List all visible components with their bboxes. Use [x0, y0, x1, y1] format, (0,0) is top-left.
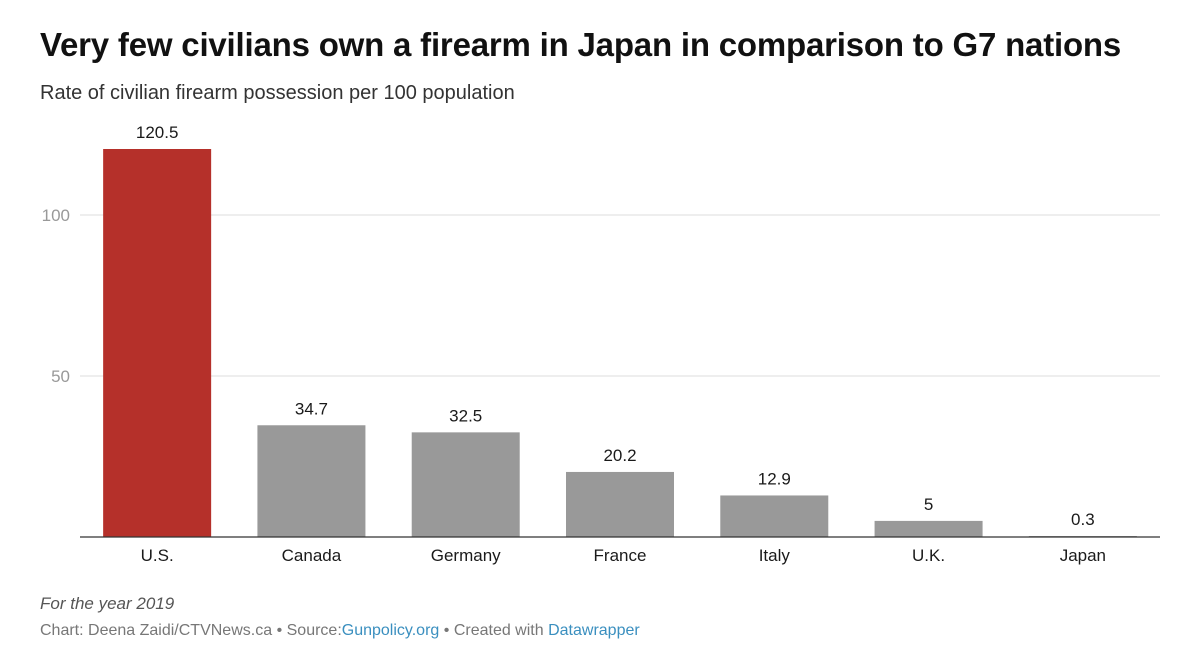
bar: [566, 471, 674, 537]
bar: [103, 149, 212, 537]
bar-chart: 50 100 120.5 U.S. 34.7 Canada 32.5 Germany 20.2 F…: [42, 123, 1160, 565]
credits-line: Chart: Deena Zaidi/CTVNews.ca • Source:G…: [40, 622, 640, 640]
data-label: 0.3: [1071, 510, 1095, 529]
x-tick-label: U.S.: [141, 546, 174, 565]
credits-author: Deena Zaidi/CTVNews.ca: [88, 622, 273, 639]
bar: [720, 495, 829, 537]
data-label: 12.9: [758, 469, 791, 488]
data-label: 32.5: [449, 406, 482, 425]
data-label: 20.2: [603, 446, 636, 465]
source-link[interactable]: Gunpolicy.org: [341, 622, 440, 639]
x-tick-label: Germany: [431, 546, 501, 565]
credits-chart-prefix: Chart:: [40, 622, 84, 639]
credits-separator: •: [276, 622, 283, 639]
y-tick-label: 100: [42, 206, 70, 225]
x-tick-label: U.K.: [912, 546, 945, 565]
credits-created-prefix: Created with: [453, 622, 544, 639]
x-tick-label: France: [594, 546, 647, 565]
x-tick-label: Italy: [759, 546, 791, 565]
chart-title: Very few civilians own a firearm in Japa…: [40, 26, 1122, 63]
x-tick-label: Japan: [1060, 546, 1106, 565]
bar: [257, 425, 366, 537]
data-label: 5: [924, 495, 933, 514]
credits-separator: •: [443, 622, 450, 639]
credits-source-prefix: Source:: [286, 622, 342, 639]
bar: [874, 520, 983, 537]
datawrapper-link[interactable]: Datawrapper: [548, 622, 640, 639]
x-tick-label: Canada: [282, 546, 342, 565]
data-label: 34.7: [295, 399, 328, 418]
chart-subtitle: Rate of civilian firearm possession per …: [40, 82, 515, 104]
data-label: 120.5: [136, 123, 179, 142]
footnote: For the year 2019: [40, 594, 175, 613]
bar: [411, 432, 520, 537]
y-tick-label: 50: [51, 367, 70, 386]
